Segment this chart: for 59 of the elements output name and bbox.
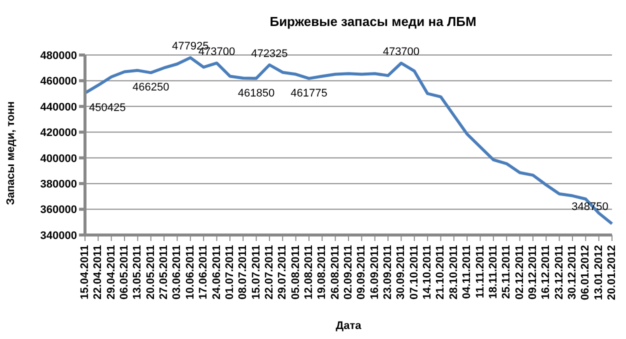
x-tick-label: 24.06.2011 <box>210 245 223 300</box>
y-axis-title: Запасы меди, тонн <box>4 101 17 205</box>
x-tick-label: 23.12.2011 <box>553 245 566 300</box>
x-tick-label: 27.05.2011 <box>158 245 170 300</box>
x-tick-label: 07.10.2011 <box>408 245 420 300</box>
x-tick-label: 28.10.2011 <box>448 245 460 300</box>
x-tick-label: 14.10.2011 <box>422 245 434 300</box>
x-tick-label: 30.09.2011 <box>395 245 408 300</box>
x-tick-label: 09.12.2011 <box>526 245 539 300</box>
data-label: 461775 <box>290 87 328 100</box>
line-series <box>84 56 614 226</box>
x-tick-label: 25.11.2011 <box>500 245 513 299</box>
y-tick-label: 340000 <box>40 230 77 242</box>
x-tick-label: 15.04.2011 <box>79 245 91 300</box>
x-tick-label: 22.07.2011 <box>263 245 276 300</box>
y-tick-label: 400000 <box>40 152 77 165</box>
x-tick-label: 30.12.2011 <box>566 245 578 300</box>
x-tick-label: 23.09.2011 <box>382 245 394 300</box>
x-tick-label: 02.12.2011 <box>514 245 526 300</box>
x-axis-title: Дата <box>336 320 362 332</box>
x-tick-label: 20.05.2011 <box>144 245 157 300</box>
x-tick-label: 04.11.2011 <box>461 245 474 299</box>
y-tick-label: 440000 <box>40 101 77 114</box>
data-label: 450425 <box>89 102 126 114</box>
y-tick-label: 380000 <box>40 178 77 190</box>
data-label: 473700 <box>382 46 420 58</box>
x-tick-label: 16.09.2011 <box>368 245 381 300</box>
x-tick-label: 06.01.2012 <box>580 245 592 300</box>
x-tick-label: 09.09.2011 <box>356 245 368 300</box>
x-tick-label: 02.09.2011 <box>342 245 354 300</box>
x-tick-label: 05.08.2011 <box>290 245 302 300</box>
x-tick-label: 26.08.2011 <box>329 245 342 300</box>
x-tick-label: 29.04.2011 <box>105 245 118 300</box>
x-tick-label: 20.01.2012 <box>606 245 618 300</box>
data-label: 472325 <box>251 48 288 60</box>
x-tick-label: 13.01.2012 <box>592 245 605 300</box>
x-tick-label: 11.11.2011 <box>474 245 486 298</box>
x-tick-label: 06.05.2011 <box>118 245 131 300</box>
x-tick-label: 08.07.2011 <box>237 245 250 300</box>
x-tick-label: 22.04.2011 <box>92 245 104 300</box>
x-tick-label: 13.05.2011 <box>132 245 144 300</box>
x-tick-label: 17.06.2011 <box>198 245 210 300</box>
x-tick-label: 19.08.2011 <box>316 245 328 300</box>
x-tick-label: 03.06.2011 <box>171 245 184 300</box>
x-tick-label: 18.11.2011 <box>487 245 500 299</box>
x-tick-label: 29.07.2011 <box>276 245 289 300</box>
x-tick-label: 21.10.2011 <box>434 245 447 300</box>
x-tick-label: 16.12.2011 <box>540 245 552 300</box>
data-label: 461850 <box>238 87 275 100</box>
y-tick-label: 480000 <box>40 50 77 62</box>
y-tick-label: 360000 <box>40 204 77 216</box>
x-tick-label: 15.07.2011 <box>250 245 262 300</box>
y-tick-label: 460000 <box>40 76 77 88</box>
x-tick-label: 10.06.2011 <box>184 245 196 300</box>
data-label: 466250 <box>132 82 170 94</box>
x-tick-label: 12.08.2011 <box>302 245 315 300</box>
chart-title: Биржевые запасы меди на ЛБМ <box>268 14 478 29</box>
y-tick-label: 420000 <box>40 127 77 140</box>
x-tick-label: 01.07.2011 <box>224 245 236 300</box>
